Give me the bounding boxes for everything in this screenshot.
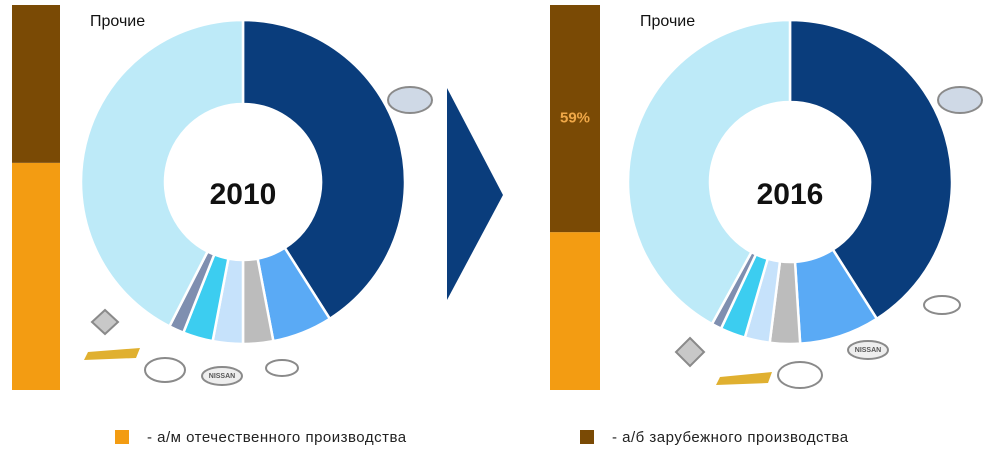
bar-segment	[550, 5, 600, 233]
bar-segment	[12, 162, 60, 390]
logo-text: NISSAN	[209, 373, 235, 380]
logo	[387, 86, 433, 114]
logo	[144, 357, 186, 383]
donut-segment	[241, 18, 407, 321]
logo	[716, 372, 772, 385]
logo	[777, 361, 823, 389]
logo	[90, 308, 120, 336]
value-label: 59%	[560, 110, 590, 127]
logo	[923, 295, 961, 315]
bar-segment	[12, 5, 60, 163]
logo	[937, 86, 983, 114]
logo-text: NISSAN	[855, 347, 881, 354]
logo	[674, 336, 706, 368]
bar-segment	[550, 232, 600, 390]
legend-label: - а/м отечественного производства	[147, 429, 407, 446]
donut-segment	[788, 18, 954, 321]
logo	[84, 348, 140, 360]
logo	[847, 340, 889, 360]
donut-center-label: 2016	[757, 178, 824, 211]
legend-swatch	[115, 430, 129, 444]
donut-center-label: 2010	[210, 178, 277, 211]
brand-logos	[84, 86, 983, 389]
legend-swatch	[580, 430, 594, 444]
segment-label: Прочие	[640, 13, 695, 30]
segment-label: Прочие	[90, 13, 145, 30]
donut-segment	[626, 18, 792, 326]
logo	[201, 366, 243, 386]
donut-segment	[79, 18, 245, 329]
transition-arrow	[447, 88, 503, 300]
legend-label: - а/б зарубежного производства	[612, 429, 849, 446]
logo	[265, 359, 299, 377]
